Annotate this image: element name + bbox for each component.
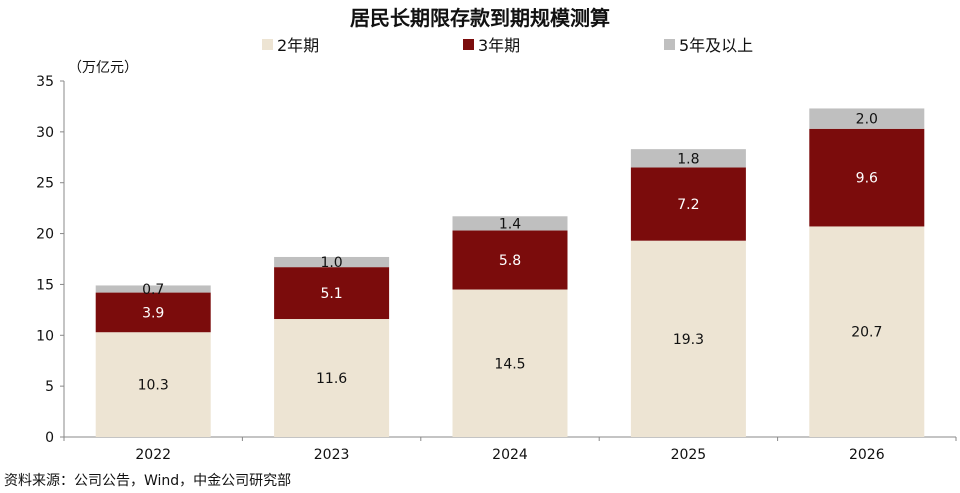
bar-value-label: 11.6: [316, 371, 347, 387]
y-tick-label: 25: [36, 176, 54, 192]
legend-item-2yr: 2年期: [262, 32, 319, 56]
bar-segment: [809, 226, 925, 437]
legend-label-3yr: 3年期: [478, 36, 521, 55]
bar-segment: [630, 167, 746, 241]
y-tick-label: 30: [36, 125, 54, 141]
x-tick-label: 2025: [671, 447, 707, 463]
bar-value-label: 9.6: [856, 171, 878, 187]
bar-segment: [452, 289, 568, 437]
bar-value-label: 1.8: [677, 151, 699, 167]
x-tick-label: 2024: [492, 447, 528, 463]
y-tick-label: 5: [45, 379, 54, 395]
y-tick-label: 15: [36, 277, 54, 293]
bar-value-label: 20.7: [851, 325, 882, 341]
bar-value-label: 7.2: [677, 197, 699, 213]
bar-segment: [274, 267, 390, 320]
bar-value-label: 5.8: [499, 253, 521, 269]
bar-value-label: 3.9: [142, 305, 164, 321]
bar-value-label: 1.4: [499, 216, 521, 232]
legend-label-5yr: 5年及以上: [679, 36, 754, 55]
legend-swatch-2yr: [262, 38, 273, 50]
y-tick-label: 0: [45, 430, 54, 446]
legend-item-5yr: 5年及以上: [664, 32, 753, 56]
bar-value-label: 10.3: [138, 378, 169, 394]
bar-value-label: 1.0: [320, 255, 342, 271]
bar-segment: [95, 285, 211, 293]
bar-value-label: 0.7: [142, 282, 164, 298]
y-axis-unit-label: （万亿元）: [68, 60, 138, 76]
bar-segment: [809, 128, 925, 227]
x-tick-label: 2023: [314, 447, 350, 463]
bar-segment: [630, 149, 746, 168]
legend-swatch-3yr: [463, 38, 474, 50]
bar-value-label: 5.1: [320, 286, 342, 302]
source-note: 资料来源：公司公告，Wind，中金公司研究部: [4, 473, 292, 489]
y-tick-label: 20: [36, 227, 54, 243]
bar-segment: [95, 292, 211, 333]
bar-segment: [274, 256, 390, 268]
legend-swatch-5yr: [664, 38, 675, 50]
x-tick-label: 2026: [849, 447, 885, 463]
bar-value-label: 19.3: [673, 332, 704, 348]
y-tick-label: 35: [36, 74, 54, 90]
bar-segment: [274, 319, 390, 437]
y-tick-label: 10: [36, 328, 54, 344]
bar-value-label: 2.0: [856, 112, 878, 128]
bar-segment: [630, 240, 746, 437]
bar-segment: [452, 216, 568, 231]
legend-label-2yr: 2年期: [277, 36, 320, 55]
bar-segment: [95, 332, 211, 437]
bar-segment: [809, 108, 925, 129]
x-tick-label: 2022: [135, 447, 171, 463]
bar-segment: [452, 230, 568, 290]
chart-title: 居民长期限存款到期规模测算: [350, 6, 610, 30]
bar-value-label: 14.5: [494, 356, 525, 372]
legend: 2年期 3年期 5年及以上: [0, 32, 960, 56]
legend-item-3yr: 3年期: [463, 32, 520, 56]
